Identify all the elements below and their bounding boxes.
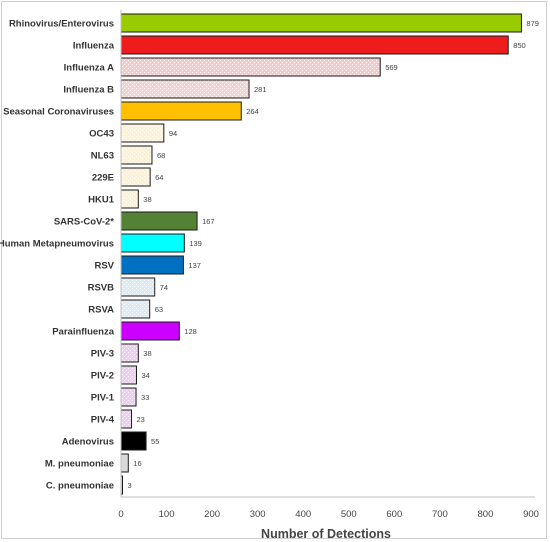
category-label-seasonal-coronaviruses: Seasonal Coronaviruses: [3, 107, 114, 118]
x-tick-label-300: 300: [250, 509, 266, 520]
category-label-229e: 229E: [92, 173, 114, 184]
x-axis-title: Number of Detections: [261, 527, 391, 541]
category-label-hku1: HKU1: [88, 195, 115, 206]
x-tick-label-0: 0: [118, 509, 123, 520]
value-label-m-pneumoniae: 16: [133, 459, 141, 468]
category-label-rhinovirus-enterovirus: Rhinovirus/Enterovirus: [9, 19, 114, 30]
value-label-influenza-a: 569: [385, 63, 398, 72]
value-label-parainfluenza: 128: [184, 327, 197, 336]
value-label-oc43: 94: [169, 129, 177, 138]
value-label-human-metapneumovirus: 139: [189, 239, 202, 248]
bar-pattern-rsva: [121, 300, 150, 318]
value-label-piv-4: 23: [136, 415, 144, 424]
x-tick-label-800: 800: [478, 509, 494, 520]
value-label-rsvb: 74: [160, 283, 168, 292]
value-label-seasonal-coronaviruses: 264: [246, 107, 259, 116]
category-label-piv-2: PIV-2: [91, 371, 114, 382]
x-tick-label-200: 200: [204, 509, 220, 520]
x-tick-label-400: 400: [295, 509, 311, 520]
category-label-c-pneumoniae: C. pneumoniae: [46, 481, 114, 492]
category-label-parainfluenza: Parainfluenza: [52, 327, 114, 338]
x-tick-label-900: 900: [523, 509, 539, 520]
bar-adenovirus: [120, 431, 147, 451]
value-label-piv-1: 33: [141, 393, 149, 402]
category-label-piv-3: PIV-3: [91, 349, 114, 360]
bar-pattern-influenza-a: [121, 58, 380, 76]
bar-pattern-oc43: [121, 124, 164, 142]
value-label-rsv: 137: [188, 261, 201, 270]
category-label-influenza: Influenza: [73, 41, 115, 52]
bar-pattern-piv-2: [121, 366, 136, 384]
value-label-piv-2: 34: [141, 371, 149, 380]
bar-pattern-nl63: [121, 146, 152, 164]
category-label-adenovirus: Adenovirus: [62, 437, 114, 448]
bar-influenza: [120, 35, 509, 55]
bar-rsv: [120, 255, 184, 275]
value-label-rsva: 63: [155, 305, 163, 314]
bar-m-pneumoniae: [120, 453, 129, 473]
bar-pattern-piv-3: [121, 344, 138, 362]
bar-human-metapneumovirus: [120, 233, 185, 253]
bar-sars-cov-2: [120, 211, 198, 231]
category-label-piv-4: PIV-4: [91, 415, 115, 426]
bar-pattern-hku1: [121, 190, 138, 208]
bar-rhinovirus-enterovirus: [120, 13, 522, 33]
bar-seasonal-coronaviruses: [120, 101, 242, 121]
bar-pattern-229e: [121, 168, 150, 186]
value-label-rhinovirus-enterovirus: 879: [526, 19, 539, 28]
bar-pattern-piv-1: [121, 388, 136, 406]
x-tick-label-600: 600: [386, 509, 402, 520]
category-label-sars-cov-2: SARS-CoV-2*: [54, 217, 114, 228]
category-label-human-metapneumovirus: Human Metapneumovirus: [0, 239, 114, 250]
category-label-rsv: RSV: [94, 261, 114, 272]
category-label-influenza-b: Influenza B: [63, 85, 114, 96]
category-label-m-pneumoniae: M. pneumoniae: [45, 459, 114, 470]
value-label-hku1: 38: [143, 195, 151, 204]
value-label-229e: 64: [155, 173, 163, 182]
bar-pattern-piv-4: [121, 410, 131, 428]
category-label-oc43: OC43: [89, 129, 114, 140]
category-label-piv-1: PIV-1: [91, 393, 115, 404]
value-label-adenovirus: 55: [151, 437, 159, 446]
category-label-influenza-a: Influenza A: [64, 63, 114, 74]
bar-pattern-rsvb: [121, 278, 155, 296]
bar-pattern-influenza-b: [121, 80, 249, 98]
x-tick-label-700: 700: [432, 509, 448, 520]
value-label-c-pneumoniae: 3: [128, 481, 132, 490]
category-label-nl63: NL63: [91, 151, 114, 162]
category-label-rsvb: RSVB: [88, 283, 115, 294]
x-tick-label-500: 500: [341, 509, 357, 520]
value-label-sars-cov-2: 167: [202, 217, 215, 226]
value-label-influenza: 850: [513, 41, 526, 50]
value-label-influenza-b: 281: [254, 85, 267, 94]
value-label-nl63: 68: [157, 151, 165, 160]
category-label-rsva: RSVA: [88, 305, 114, 316]
x-tick-label-100: 100: [159, 509, 175, 520]
bar-parainfluenza: [120, 321, 180, 341]
value-label-piv-3: 38: [143, 349, 151, 358]
